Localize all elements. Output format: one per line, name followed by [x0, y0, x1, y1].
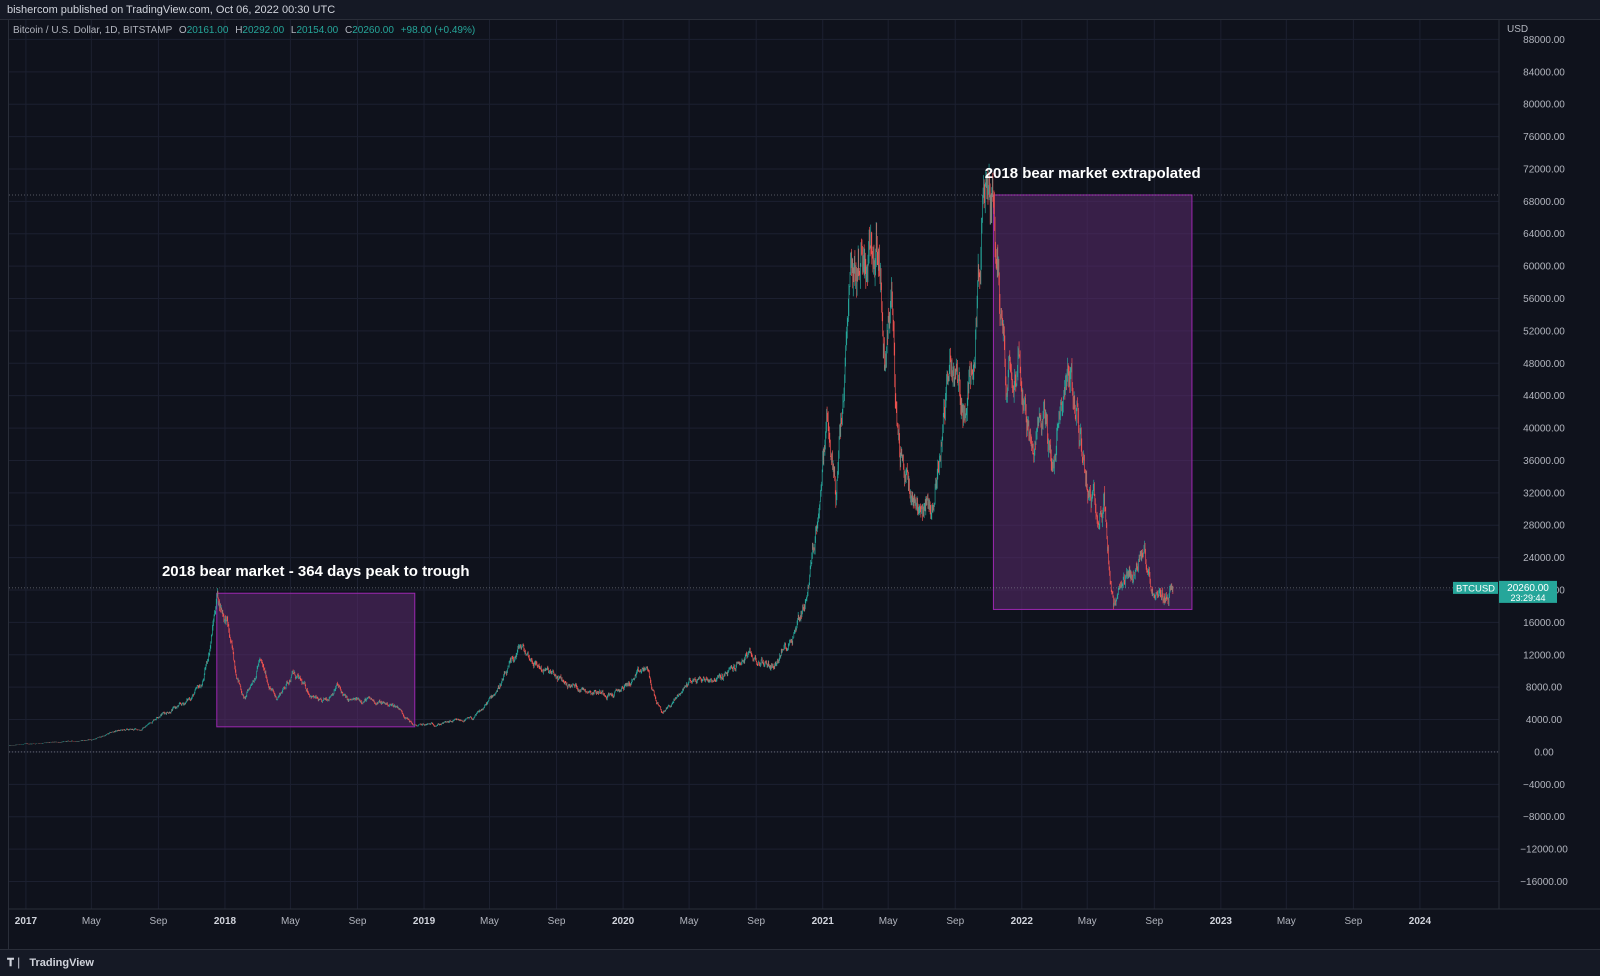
- price-axis-label: 40000.00: [1523, 424, 1565, 435]
- time-axis-label: Sep: [548, 916, 566, 927]
- price-axis-label: −12000.00: [1520, 845, 1568, 856]
- currency-label: USD: [1507, 24, 1528, 35]
- price-axis-label: 76000.00: [1523, 132, 1565, 143]
- price-axis-label: 12000.00: [1523, 650, 1565, 661]
- time-axis-label: May: [1277, 916, 1296, 927]
- annotation-boxes: [216, 194, 1193, 728]
- price-axis-label: −16000.00: [1520, 877, 1568, 888]
- price-axis-label: 72000.00: [1523, 164, 1565, 175]
- annotation-labels: 2018 bear market - 364 days peak to trou…: [162, 165, 1201, 580]
- bear-market-box: [216, 592, 416, 728]
- time-axis-label: May: [281, 916, 300, 927]
- time-axis-label: 2022: [1011, 916, 1034, 927]
- price-axis-label: 28000.00: [1523, 521, 1565, 532]
- time-axis-label: Sep: [946, 916, 964, 927]
- grid-lines: [9, 20, 1499, 909]
- time-axis-label: May: [1078, 916, 1097, 927]
- price-axis-label: −8000.00: [1523, 812, 1565, 823]
- price-axis-label: 4000.00: [1526, 715, 1563, 726]
- time-axis-label: Sep: [1145, 916, 1163, 927]
- candlesticks: [9, 163, 1174, 746]
- symbol-legend[interactable]: Bitcoin / U.S. Dollar, 1D, BITSTAMP O201…: [13, 25, 475, 36]
- price-axis-label: 84000.00: [1523, 67, 1565, 78]
- bear-market-box-label: 2018 bear market - 364 days peak to trou…: [162, 563, 470, 580]
- close-value: 20260.00: [352, 25, 394, 36]
- price-axis-label: 52000.00: [1523, 326, 1565, 337]
- price-axis-label: 64000.00: [1523, 229, 1565, 240]
- time-axis-label: May: [879, 916, 898, 927]
- last-price-value: 20260.00: [1507, 583, 1549, 594]
- low-value: 20154.00: [296, 25, 339, 36]
- open-value: 20161.00: [186, 25, 229, 36]
- time-axis-label: May: [480, 916, 499, 927]
- time-axis-label: Sep: [349, 916, 367, 927]
- price-axis-label: 88000.00: [1523, 35, 1565, 46]
- time-axis-label: 2023: [1210, 916, 1233, 927]
- price-axis-label: 24000.00: [1523, 553, 1565, 564]
- footer-bar: 𝐓❘ TradingView: [0, 949, 1600, 976]
- price-axis-label: 16000.00: [1523, 618, 1565, 629]
- candle-countdown: 23:29:44: [1510, 593, 1545, 603]
- price-axis-label: 8000.00: [1526, 683, 1563, 694]
- price-axis-label: 36000.00: [1523, 456, 1565, 467]
- change-value: +98.00 (+0.49%): [400, 25, 476, 36]
- bear-market-box: [992, 194, 1193, 610]
- last-price-tag: [1499, 580, 1557, 603]
- price-axis-label: 68000.00: [1523, 197, 1565, 208]
- time-axis-label: 2020: [612, 916, 635, 927]
- time-axis-label: 2024: [1409, 916, 1432, 927]
- time-axis-label: May: [680, 916, 699, 927]
- time-axis-label: Sep: [150, 916, 168, 927]
- open-label: O: [178, 25, 187, 36]
- tradingview-logo-icon[interactable]: 𝐓❘: [7, 957, 24, 969]
- price-axis[interactable]: 88000.00 84000.00 80000.00 76000.00 72000.00…: [1453, 20, 1568, 909]
- time-axis-label: 2019: [413, 916, 436, 927]
- price-axis-label: 48000.00: [1523, 359, 1565, 370]
- time-axis-label: 2018: [214, 916, 237, 927]
- low-label: L: [290, 25, 297, 36]
- price-axis-label: 60000.00: [1523, 262, 1565, 273]
- publisher-text: bishercom published on TradingView.com, …: [7, 4, 336, 16]
- close-label: C: [344, 25, 353, 36]
- price-axis-label: −4000.00: [1523, 780, 1565, 791]
- ticker-label: BTCUSD: [1456, 583, 1495, 594]
- time-axis-label: 2021: [812, 916, 835, 927]
- footer-brand[interactable]: TradingView: [29, 957, 94, 969]
- high-label: H: [235, 25, 243, 36]
- price-axis-label: 32000.00: [1523, 488, 1565, 499]
- price-chart[interactable]: 2018 bear market - 364 days peak to trou…: [9, 20, 1600, 949]
- horizontal-lines: [9, 194, 1499, 753]
- price-axis-label: 44000.00: [1523, 391, 1565, 402]
- symbol-name: Bitcoin / U.S. Dollar, 1D, BITSTAMP: [13, 25, 173, 36]
- time-axis-label: Sep: [747, 916, 765, 927]
- price-axis-label: 0.00: [1534, 747, 1554, 758]
- high-value: 20292.00: [242, 25, 285, 36]
- chart-area[interactable]: 2018 bear market - 364 days peak to trou…: [8, 20, 1600, 949]
- time-axis-label: 2017: [15, 916, 38, 927]
- time-axis[interactable]: 2017 May Sep 2018 May Sep 2019 May Sep 2020 May Sep…: [9, 908, 1600, 927]
- time-axis-label: Sep: [1344, 916, 1362, 927]
- bear-market-box-label: 2018 bear market extrapolated: [985, 165, 1201, 182]
- time-axis-label: May: [82, 916, 101, 927]
- publisher-bar: bishercom published on TradingView.com, …: [0, 0, 1600, 20]
- ticker-tag: [1453, 581, 1498, 594]
- price-axis-label: 56000.00: [1523, 294, 1565, 305]
- price-axis-label: 80000.00: [1523, 100, 1565, 111]
